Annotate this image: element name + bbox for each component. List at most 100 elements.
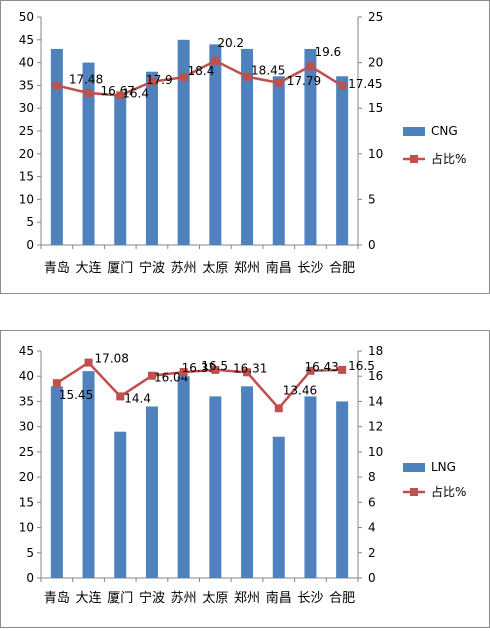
bar-苏州 bbox=[177, 376, 190, 578]
bar-宁波 bbox=[145, 406, 158, 578]
data-label: 16.33 bbox=[182, 361, 216, 375]
data-label: 17.79 bbox=[287, 74, 321, 88]
category-label: 厦门 bbox=[107, 591, 133, 606]
bar-大连 bbox=[82, 371, 95, 578]
y-tick-label: 45 bbox=[19, 33, 34, 47]
chart-panel-cng: 0 5 10 15 20 25 30 35 40 45 50 0 5 10 15 20 25 青岛 大连 厦门 宁波 苏州… bbox=[0, 0, 490, 294]
share-point bbox=[147, 371, 156, 380]
legend-line-marker bbox=[410, 488, 418, 496]
share-point bbox=[211, 365, 220, 374]
data-label: 18.4 bbox=[188, 64, 215, 78]
category-label: 大连 bbox=[76, 260, 102, 276]
legend-line-label: 占比% bbox=[431, 151, 466, 166]
bar-青岛 bbox=[50, 386, 63, 578]
category-label: 长沙 bbox=[297, 261, 323, 276]
share-point bbox=[274, 404, 283, 413]
category-label: 苏州 bbox=[171, 590, 197, 606]
y2-tick-label: 0 bbox=[368, 571, 376, 585]
y2-tick-label: 4 bbox=[368, 521, 376, 535]
share-point bbox=[52, 379, 61, 388]
legend-bar-swatch bbox=[403, 127, 425, 136]
y2-tick-label: 16 bbox=[368, 369, 383, 383]
share-point bbox=[116, 91, 125, 100]
legend-bar-label: LNG bbox=[431, 460, 456, 474]
share-point bbox=[243, 72, 252, 81]
y-tick-label: 50 bbox=[19, 10, 34, 24]
y2-tick-label: 18 bbox=[368, 344, 383, 358]
category-label: 南昌 bbox=[266, 260, 292, 276]
category-label: 太原 bbox=[202, 261, 228, 276]
share-point bbox=[179, 73, 188, 82]
share-point bbox=[338, 365, 347, 374]
data-label: 18.45 bbox=[251, 64, 285, 78]
y-tick-label: 20 bbox=[19, 147, 34, 161]
category-label: 青岛 bbox=[44, 590, 70, 606]
data-label: 20.2 bbox=[217, 36, 244, 50]
y2-tick-label: 10 bbox=[368, 147, 383, 161]
y-tick-label: 25 bbox=[19, 445, 34, 459]
y-tick-label: 10 bbox=[19, 192, 34, 206]
share-point bbox=[179, 368, 188, 377]
category-label: 青岛 bbox=[44, 260, 70, 276]
y2-tick-label: 0 bbox=[368, 238, 376, 252]
y-tick-label: 35 bbox=[19, 78, 34, 92]
y2-tick-label: 12 bbox=[368, 420, 383, 434]
y2-tick-label: 15 bbox=[368, 101, 383, 115]
data-label: 13.46 bbox=[283, 383, 317, 397]
share-point bbox=[306, 366, 315, 375]
chart-panel-lng: 0 5 10 15 20 25 30 35 40 45 0 2 4 6 8 10 12 14 16 18 青岛 大连 厦门宁… bbox=[0, 330, 490, 628]
bar-厦门 bbox=[114, 431, 127, 578]
y-tick-label: 30 bbox=[19, 101, 34, 115]
data-label: 14.4 bbox=[124, 391, 151, 405]
share-point bbox=[306, 62, 315, 71]
bar-宁波 bbox=[145, 71, 158, 245]
bar-苏州 bbox=[177, 39, 190, 245]
y-tick-label: 40 bbox=[19, 56, 34, 70]
y2-tick-label: 2 bbox=[368, 546, 376, 560]
legend-bar-label: CNG bbox=[431, 124, 458, 138]
bar-太原 bbox=[209, 44, 222, 245]
share-point bbox=[274, 78, 283, 87]
bar-青岛 bbox=[50, 48, 63, 245]
data-label: 16.31 bbox=[233, 361, 267, 375]
category-label: 长沙 bbox=[297, 591, 323, 606]
category-label: 合肥 bbox=[329, 261, 355, 276]
bar-南昌 bbox=[272, 436, 285, 578]
bar-合肥 bbox=[336, 76, 349, 245]
data-label: 17.48 bbox=[69, 73, 103, 87]
bar-大连 bbox=[82, 62, 95, 245]
bar-长沙 bbox=[304, 48, 317, 245]
lng-chart: 0 5 10 15 20 25 30 35 40 45 0 2 4 6 8 10 12 14 16 18 青岛 大连 厦门宁… bbox=[19, 344, 467, 606]
y-tick-label: 40 bbox=[19, 369, 34, 383]
y-tick-label: 15 bbox=[19, 495, 34, 509]
y2-tick-label: 25 bbox=[368, 10, 383, 24]
y-tick-label: 20 bbox=[19, 470, 34, 484]
share-point bbox=[84, 358, 93, 367]
share-point bbox=[52, 81, 61, 90]
data-label: 15.45 bbox=[59, 388, 93, 402]
share-point bbox=[211, 56, 220, 65]
legend-line-marker bbox=[410, 155, 418, 163]
bar-合肥 bbox=[336, 401, 349, 578]
data-label: 16.5 bbox=[201, 359, 228, 373]
bar-郑州 bbox=[241, 48, 254, 245]
y-tick-label: 15 bbox=[19, 170, 34, 184]
category-label: 宁波 bbox=[139, 590, 165, 606]
bar-郑州 bbox=[241, 386, 254, 578]
y-tick-label: 30 bbox=[19, 420, 34, 434]
y2-tick-label: 14 bbox=[368, 394, 383, 408]
data-label: 17.9 bbox=[146, 73, 173, 87]
data-label: 19.6 bbox=[314, 45, 341, 59]
y2-tick-label: 5 bbox=[368, 192, 376, 206]
bar-厦门 bbox=[114, 94, 127, 246]
y2-tick-label: 8 bbox=[368, 470, 376, 484]
share-point bbox=[147, 77, 156, 86]
y-tick-label: 0 bbox=[26, 238, 34, 252]
y2-tick-label: 6 bbox=[368, 495, 376, 509]
share-point bbox=[116, 392, 125, 401]
legend-line-label: 占比% bbox=[431, 484, 466, 499]
y-tick-label: 5 bbox=[26, 546, 34, 560]
category-label: 合肥 bbox=[329, 591, 355, 606]
bar-南昌 bbox=[272, 76, 285, 245]
category-label: 郑州 bbox=[234, 261, 260, 276]
